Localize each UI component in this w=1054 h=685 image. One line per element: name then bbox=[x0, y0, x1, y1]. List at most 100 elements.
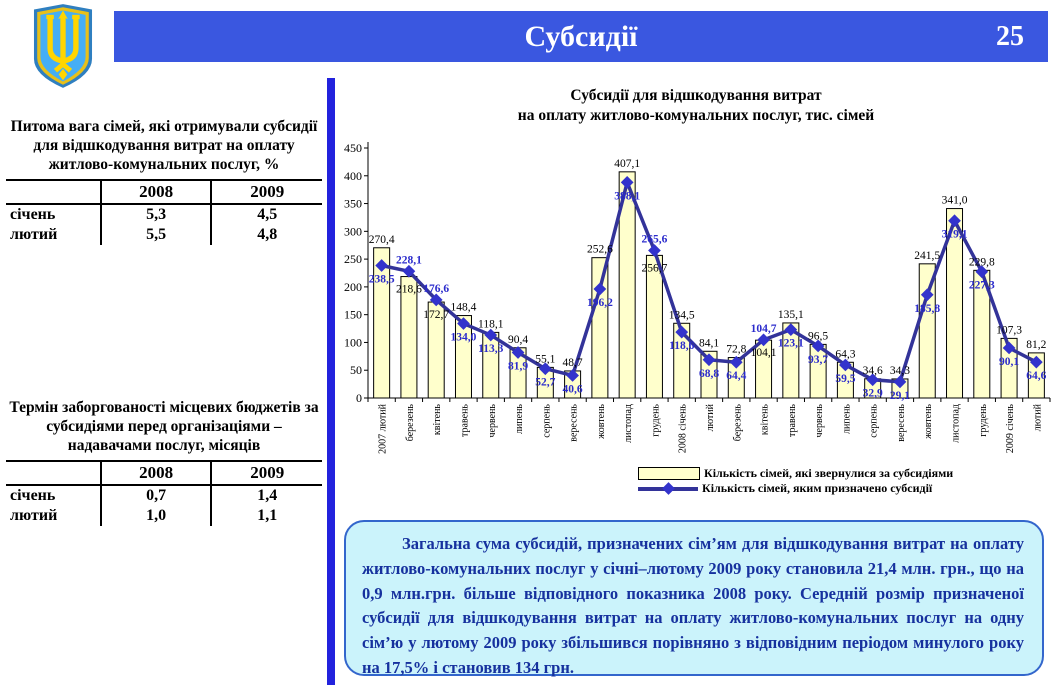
bar-value-label: 81,2 bbox=[1026, 339, 1046, 351]
x-category-label: березень bbox=[405, 404, 416, 442]
bar-value-label: 118,1 bbox=[478, 318, 504, 330]
x-category-label: грудень bbox=[978, 404, 989, 437]
legend-bar-label: Кількість сімей, які звернулися за субси… bbox=[704, 466, 954, 480]
bar-value-label: 107,3 bbox=[996, 324, 1022, 336]
bar-applied bbox=[673, 322, 691, 399]
summary-note-box: Загальна сума субсидій, призначених сім’… bbox=[344, 520, 1044, 677]
x-category-label: червень bbox=[814, 404, 825, 438]
bar-value-label: 34,6 bbox=[863, 365, 883, 377]
line-value-label: 64,6 bbox=[1026, 370, 1046, 382]
bar-value-label: 252,6 bbox=[587, 244, 613, 256]
table-corner-cell bbox=[6, 178, 101, 205]
line-value-label: 93,7 bbox=[808, 354, 828, 366]
line-value-label: 227,3 bbox=[969, 280, 995, 292]
y-tick-label: 100 bbox=[344, 335, 362, 349]
line-value-label: 123,1 bbox=[778, 338, 804, 350]
bar-value-label: 172,7 bbox=[423, 309, 449, 321]
ukraine-coat-of-arms-icon bbox=[10, 3, 116, 89]
table-cell-value: 1,0 bbox=[99, 505, 212, 526]
x-category-label: червень bbox=[487, 404, 498, 438]
table-row-label: лютий bbox=[10, 506, 58, 524]
title-bar: Субсидії 25 bbox=[114, 11, 1048, 62]
y-tick-label: 300 bbox=[344, 224, 362, 238]
x-category-label: серпень bbox=[541, 404, 552, 438]
legend-item-granted: Кількість сімей, яким призначено субсиді… bbox=[638, 481, 953, 496]
line-marker-diamond bbox=[839, 358, 852, 372]
trident-shield-icon bbox=[33, 4, 93, 88]
chart-legend: Кількість сімей, які звернулися за субси… bbox=[638, 466, 953, 496]
table-row: лютий 1,0 1,1 bbox=[6, 505, 322, 526]
line-value-label: 134,0 bbox=[451, 332, 477, 344]
bar-applied bbox=[618, 171, 636, 399]
table-row: січень 0,7 1,4 bbox=[6, 484, 322, 506]
line-marker-diamond bbox=[566, 369, 579, 382]
bar-applied bbox=[645, 254, 663, 399]
x-category-label: вересень bbox=[896, 404, 907, 442]
table-row: січень 5,3 4,5 bbox=[6, 203, 322, 225]
bar-value-label: 72,8 bbox=[726, 344, 746, 356]
share-table-title: Питома вага сімей, які отримували субсид… bbox=[10, 118, 318, 173]
table-corner-cell bbox=[6, 459, 101, 486]
line-marker-diamond bbox=[729, 355, 743, 369]
line-value-label: 104,7 bbox=[751, 323, 777, 335]
line-value-label: 228,1 bbox=[396, 254, 422, 266]
table-cell-value: 0,7 bbox=[99, 484, 212, 506]
legend-item-applied: Кількість сімей, які звернулися за субси… bbox=[638, 466, 953, 481]
x-category-label: лютий bbox=[705, 403, 716, 431]
page-number: 25 bbox=[996, 21, 1024, 52]
y-tick-label: 50 bbox=[350, 363, 362, 377]
line-value-label: 113,3 bbox=[478, 343, 503, 355]
bar-applied bbox=[782, 322, 800, 399]
line-value-label: 238,5 bbox=[369, 274, 395, 286]
table-year-header: 2009 bbox=[210, 178, 322, 205]
x-category-label: 2009 січень bbox=[1005, 404, 1016, 454]
x-category-label: грудень bbox=[650, 404, 661, 437]
bar-value-label: 104,1 bbox=[751, 347, 777, 359]
table-cell-value: 1,4 bbox=[210, 484, 322, 506]
bar-applied bbox=[700, 350, 718, 399]
x-category-label: лютий bbox=[1032, 403, 1043, 431]
table-cell-value: 1,1 bbox=[210, 505, 322, 526]
table-year-header: 2009 bbox=[210, 459, 322, 486]
chart-area: Субсидії для відшкодування витрат на опл… bbox=[338, 86, 1054, 516]
line-value-label: 185,8 bbox=[914, 303, 940, 315]
bar-applied bbox=[1000, 337, 1018, 399]
x-category-label: жовтень bbox=[923, 404, 934, 440]
table-cell-value: 4,8 bbox=[210, 224, 322, 245]
bar-value-label: 256,7 bbox=[642, 262, 668, 274]
x-category-label: серпень bbox=[869, 404, 880, 438]
table-row: лютий 5,5 4,8 bbox=[6, 224, 322, 245]
legend-line-label: Кількість сімей, яким призначено субсиді… bbox=[702, 481, 933, 495]
bar-value-label: 135,1 bbox=[778, 309, 804, 321]
y-tick-label: 200 bbox=[344, 280, 362, 294]
bar-value-label: 64,3 bbox=[835, 348, 855, 360]
bar-value-label: 270,4 bbox=[369, 234, 395, 246]
bar-applied bbox=[946, 208, 964, 399]
x-category-label: липень bbox=[514, 404, 525, 434]
bar-value-label: 218,6 bbox=[396, 284, 422, 296]
x-category-label: травень bbox=[459, 404, 470, 437]
line-value-label: 81,9 bbox=[508, 361, 528, 373]
x-category-label: квітень bbox=[760, 404, 771, 436]
bar-value-label: 341,0 bbox=[942, 195, 968, 207]
bar-value-label: 48,7 bbox=[563, 357, 583, 369]
table-cell-value: 5,5 bbox=[99, 224, 212, 245]
bar-value-label: 90,4 bbox=[508, 334, 528, 346]
bar-applied bbox=[918, 263, 936, 399]
chart-title: Субсидії для відшкодування витрат на опл… bbox=[338, 86, 1054, 126]
line-marker-diamond bbox=[511, 346, 525, 359]
line-value-label: 90,1 bbox=[999, 356, 1019, 368]
debt-table: 2008 2009 січень 0,7 1,4 лютий 1,0 1,1 bbox=[6, 459, 322, 526]
x-category-label: жовтень bbox=[596, 404, 607, 440]
x-category-label: травень bbox=[787, 404, 798, 437]
line-value-label: 68,8 bbox=[699, 368, 719, 380]
share-table: 2008 2009 січень 5,3 4,5 лютий 5,5 4,8 bbox=[6, 178, 322, 245]
x-category-label: 2008 січень bbox=[678, 404, 689, 454]
bar-value-label: 407,1 bbox=[614, 158, 640, 170]
table-row-label: січень bbox=[10, 486, 56, 504]
line-marker-diamond bbox=[784, 323, 798, 336]
bar-value-label: 55,1 bbox=[535, 353, 555, 365]
x-category-label: липень bbox=[841, 404, 852, 434]
bar-applied bbox=[809, 343, 827, 399]
bar-value-label: 84,1 bbox=[699, 337, 719, 349]
